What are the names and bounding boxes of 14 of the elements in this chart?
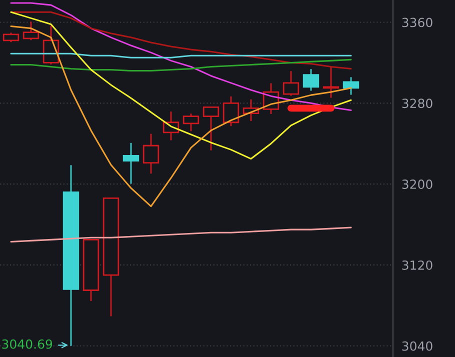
y-tick-label: 3040 bbox=[402, 341, 432, 351]
line-series bbox=[10, 226, 352, 242]
annotation: 3040.69 bbox=[2, 339, 52, 349]
y-tick-label: 3360 bbox=[402, 18, 432, 28]
line-series bbox=[10, 11, 352, 160]
y-tick-label: 3200 bbox=[402, 180, 432, 189]
candlestick bbox=[142, 134, 160, 174]
candlestick bbox=[282, 71, 300, 96]
y-tick-label: 3280 bbox=[402, 98, 432, 108]
line-series bbox=[10, 58, 352, 72]
candlestick bbox=[122, 142, 140, 184]
y-tick-label: 3120 bbox=[402, 260, 432, 270]
line-series bbox=[10, 11, 352, 70]
line-series bbox=[10, 2, 352, 111]
